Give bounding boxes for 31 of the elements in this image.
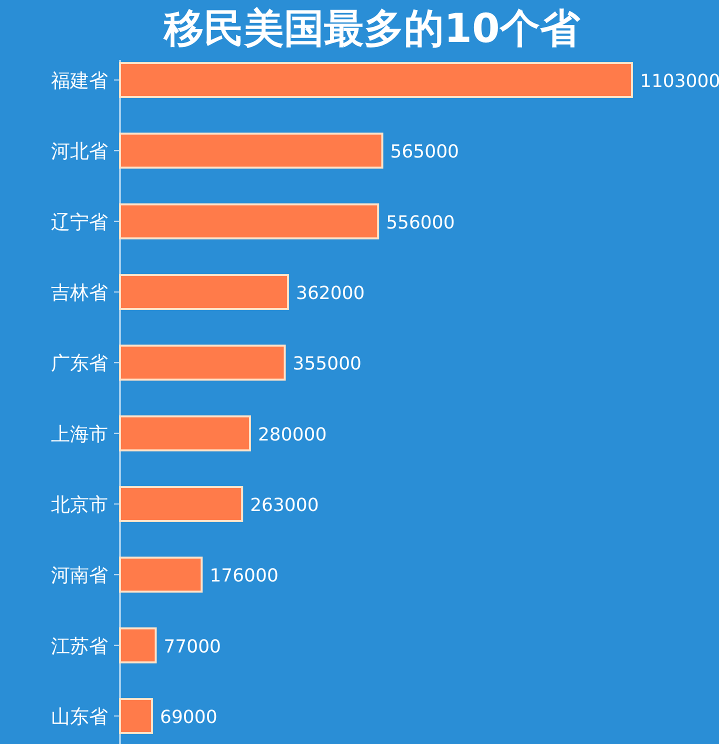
bar: [119, 344, 286, 381]
data-label: 176000: [210, 566, 278, 587]
y-tick-label: 河南省: [51, 564, 108, 587]
chart-title: 移民美国最多的10个省: [163, 6, 581, 52]
data-label: 1103000: [640, 71, 719, 92]
data-label: 280000: [258, 424, 327, 446]
data-label: 556000: [386, 212, 455, 234]
bar: [119, 274, 290, 310]
y-tick-label: 北京市: [51, 494, 108, 516]
y-tick-label: 江苏省: [51, 635, 108, 658]
bar: [119, 556, 203, 593]
bar: [119, 62, 633, 98]
bar: [119, 203, 380, 240]
y-tick-label: 上海市: [51, 423, 108, 446]
bar: [119, 415, 251, 452]
bar: [119, 698, 154, 734]
bar: [119, 627, 157, 664]
y-tick-label: 福建省: [51, 70, 108, 92]
data-label: 355000: [292, 354, 362, 375]
y-tick-label: 广东省: [51, 352, 108, 375]
data-label: 565000: [390, 142, 459, 163]
data-label: 263000: [250, 495, 319, 516]
y-tick-label: 辽宁省: [51, 211, 108, 234]
y-tick-label: 山东省: [51, 706, 108, 728]
bar: [119, 486, 244, 522]
data-label: 362000: [296, 283, 365, 304]
data-label: 77000: [164, 636, 222, 658]
bar: [119, 132, 384, 169]
y-tick-label: 河北省: [51, 140, 108, 163]
y-tick-label: 吉林省: [51, 282, 108, 304]
data-label: 69000: [160, 707, 218, 728]
